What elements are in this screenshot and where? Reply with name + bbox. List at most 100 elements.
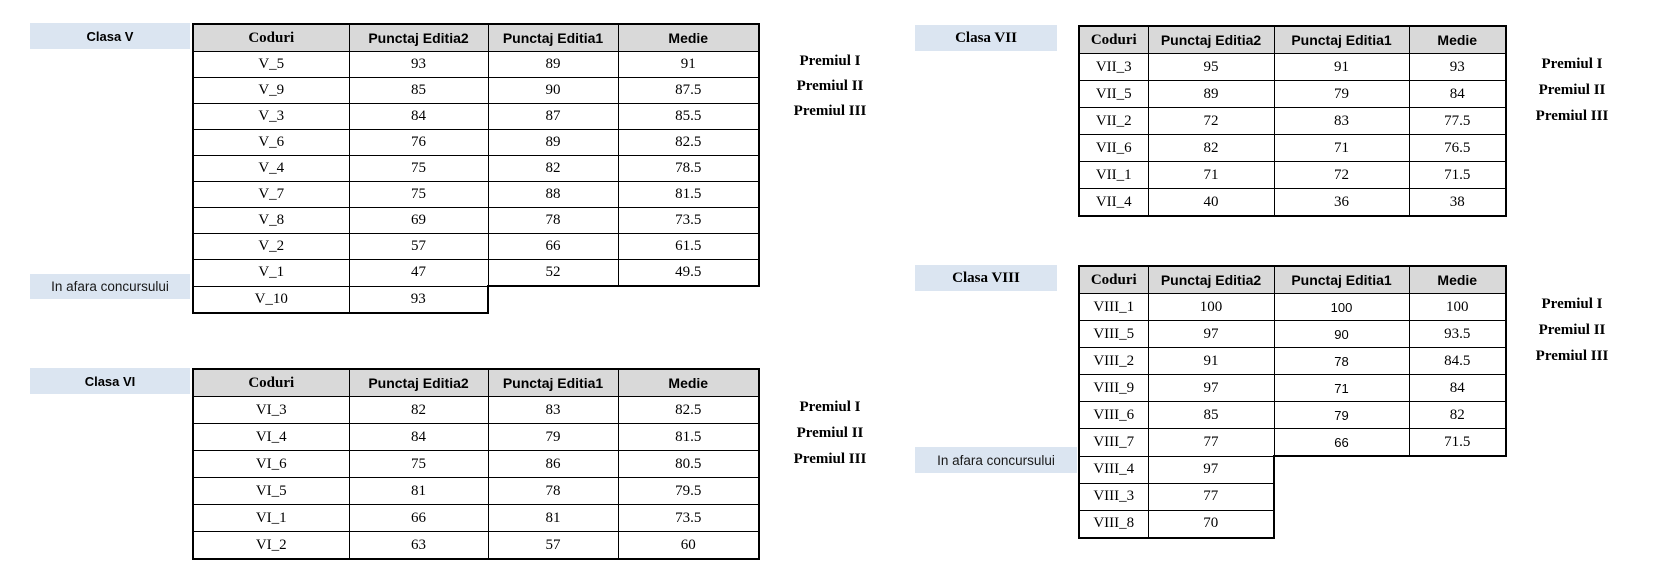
- prize-label-3: Premiul III: [1535, 107, 1609, 124]
- header-row: Coduri Punctaj Editia2 Punctaj Editia1 M…: [1078, 25, 1507, 54]
- score-cell: 81.5: [617, 423, 760, 451]
- score-cell: 73.5: [617, 504, 760, 532]
- prize-label-3: Premiul III: [793, 450, 867, 467]
- table-row: VIII_9 97 71 84: [1078, 374, 1507, 402]
- table-row: V_3 84 87 85.5: [192, 103, 760, 130]
- score-cell: 81.5: [617, 181, 760, 208]
- table-row: VII_6 82 71 76.5: [1078, 134, 1507, 162]
- code-cell: VII_1: [1078, 161, 1149, 189]
- table-row: V_1 47 52 49.5: [192, 259, 760, 287]
- score-cell: 91: [1147, 347, 1275, 375]
- table-row: VI_5 81 78 79.5: [192, 477, 760, 505]
- table-row: VIII_7 77 66 71.5: [1078, 428, 1507, 457]
- column-header-coduri: Coduri: [1078, 25, 1149, 54]
- score-cell: 81: [487, 504, 619, 532]
- score-cell: 76: [348, 129, 489, 156]
- score-cell: 83: [1273, 107, 1410, 135]
- score-cell: 71.5: [1408, 161, 1507, 189]
- score-cell: 93: [1408, 53, 1507, 81]
- column-header-medie: Medie: [1408, 25, 1507, 54]
- prize-label-1: Premiul I: [799, 53, 861, 69]
- score-cell: 40: [1147, 188, 1275, 217]
- code-cell: VIII_1: [1078, 293, 1149, 321]
- score-cell: [1274, 456, 1409, 483]
- score-cell: 72: [1273, 161, 1410, 189]
- results-table-viii: Coduri Punctaj Editia2 Punctaj Editia1 M…: [1078, 265, 1507, 539]
- score-cell: 79: [1273, 401, 1410, 429]
- score-cell: [1409, 483, 1506, 510]
- score-cell: [1409, 456, 1506, 483]
- score-cell: 84: [348, 103, 489, 130]
- code-cell: VIII_2: [1078, 347, 1149, 375]
- score-cell: 84.5: [1408, 347, 1507, 375]
- score-cell: 85.5: [617, 103, 760, 130]
- table-row: VII_5 89 79 84: [1078, 80, 1507, 108]
- prize-label-2: Premiul II: [1538, 321, 1606, 338]
- table-row: VII_4 40 36 38: [1078, 188, 1507, 217]
- code-cell: VI_4: [192, 423, 350, 451]
- column-header-editia1: Punctaj Editia1: [1273, 265, 1410, 294]
- score-cell: 97: [1147, 320, 1275, 348]
- score-cell: 91: [1273, 53, 1410, 81]
- code-cell: VIII_8: [1078, 509, 1149, 539]
- column-header-coduri: Coduri: [1078, 265, 1149, 294]
- score-cell: 82.5: [617, 396, 760, 424]
- table-row: VII_2 72 83 77.5: [1078, 107, 1507, 135]
- table-row: VIII_1 100 100 100: [1078, 293, 1507, 321]
- table-row: V_5 93 89 91: [192, 51, 760, 78]
- score-cell: 78: [487, 477, 619, 505]
- code-cell: V_4: [192, 155, 350, 182]
- score-cell: 71: [1273, 134, 1410, 162]
- score-cell: 93: [348, 51, 489, 78]
- column-header-medie: Medie: [617, 368, 760, 397]
- score-cell: [1274, 483, 1409, 510]
- table-row: VI_2 63 57 60: [192, 531, 760, 560]
- table-row: VI_3 82 83 82.5: [192, 396, 760, 424]
- clasa-vi-group: Clasa VI Coduri Punctaj Editia2 Punctaj …: [30, 368, 910, 560]
- score-cell: 71: [1147, 161, 1275, 189]
- score-cell: 75: [348, 155, 489, 182]
- table-row: VI_4 84 79 81.5: [192, 423, 760, 451]
- clasa-viii-group: Clasa VIII Coduri Punctaj Editia2 Puncta…: [915, 265, 1680, 539]
- score-cell: 60: [617, 531, 760, 560]
- prize-label-2: Premiul II: [796, 424, 864, 441]
- score-cell: 38: [1408, 188, 1507, 217]
- results-table-vii: Coduri Punctaj Editia2 Punctaj Editia1 M…: [1078, 25, 1507, 217]
- score-cell: [1409, 510, 1506, 538]
- column-header-coduri: Coduri: [192, 368, 350, 397]
- column-header-medie: Medie: [617, 23, 760, 52]
- score-cell: 57: [348, 233, 489, 260]
- code-cell: V_5: [192, 51, 350, 78]
- column-header-editia2: Punctaj Editia2: [348, 23, 489, 52]
- score-cell: 89: [1147, 80, 1275, 108]
- score-cell: 70: [1147, 509, 1275, 539]
- column-header-editia1: Punctaj Editia1: [1273, 25, 1410, 54]
- score-cell: 77: [1147, 428, 1275, 457]
- score-cell: 63: [348, 531, 489, 560]
- score-cell: 78.5: [617, 155, 760, 182]
- score-cell: 79.5: [617, 477, 760, 505]
- table-row: V_2 57 66 61.5: [192, 233, 760, 260]
- score-cell: 84: [1408, 374, 1507, 402]
- score-cell: 93.5: [1408, 320, 1507, 348]
- prize-label-1: Premiul I: [799, 398, 861, 415]
- score-cell: 77.5: [1408, 107, 1507, 135]
- score-cell: 88: [487, 181, 619, 208]
- table-row: V_8 69 78 73.5: [192, 207, 760, 234]
- table-row: V_9 85 90 87.5: [192, 77, 760, 104]
- score-cell: 87.5: [617, 77, 760, 104]
- score-cell: 100: [1408, 293, 1507, 321]
- score-cell: 66: [1273, 428, 1410, 457]
- column-header-editia2: Punctaj Editia2: [348, 368, 489, 397]
- score-cell: 69: [348, 207, 489, 234]
- score-cell: 97: [1147, 455, 1275, 484]
- prize-labels-v: Premiul I Premiul II Premiul III: [770, 49, 890, 124]
- code-cell: VI_2: [192, 531, 350, 560]
- column-header-coduri: Coduri: [192, 23, 350, 52]
- table-row: VII_1 71 72 71.5: [1078, 161, 1507, 189]
- clasa-vii-group: Clasa VII Coduri Punctaj Editia2 Punctaj…: [915, 25, 1680, 217]
- score-cell: 77: [1147, 482, 1275, 511]
- score-cell: 57: [487, 531, 619, 560]
- score-cell: 95: [1147, 53, 1275, 81]
